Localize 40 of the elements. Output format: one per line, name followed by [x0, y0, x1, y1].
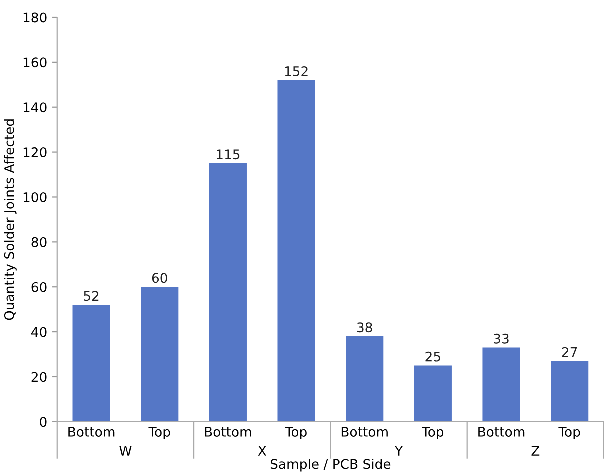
bar	[141, 287, 179, 422]
data-label: 52	[84, 291, 99, 302]
y-tick-label: 100	[24, 192, 47, 202]
data-label: 60	[152, 273, 168, 284]
x-tick-label: Bottom	[205, 427, 252, 437]
y-tick-label: 20	[32, 372, 47, 382]
y-tick-label: 160	[24, 58, 47, 68]
x-axis-title: Sample / PCB Side	[270, 458, 391, 472]
text: W	[120, 446, 132, 456]
y-tick-label: 60	[32, 282, 47, 292]
x-tick-label: Bottom	[68, 427, 115, 437]
data-label: 152	[285, 66, 308, 76]
y-tick-label: 40	[32, 327, 47, 338]
x-tick-label: Top	[148, 427, 170, 440]
x-tick-label: Top	[285, 427, 307, 440]
data-label: 33	[494, 334, 509, 344]
data-label: 38	[357, 322, 372, 333]
text: X	[258, 446, 266, 456]
bar	[482, 348, 520, 422]
y-tick-label: 120	[24, 148, 47, 158]
bar	[72, 305, 110, 422]
data-label: 27	[562, 347, 578, 358]
y-tick-label: 80	[32, 237, 47, 248]
y-tick-label: 0	[40, 417, 47, 428]
data-label: 115	[217, 150, 240, 160]
y-tick-label: 140	[24, 102, 47, 113]
x-tick-label: Bottom	[478, 427, 525, 437]
text: Z	[532, 446, 540, 456]
bar	[278, 80, 316, 422]
bar	[414, 366, 452, 422]
text: Y	[394, 446, 404, 456]
x-tick-label: Bottom	[342, 427, 388, 437]
bar	[551, 361, 589, 422]
x-tick-label: Top	[422, 427, 444, 440]
bar	[209, 164, 247, 422]
y-tick-label: 180	[24, 12, 47, 23]
x-tick-label: Top	[558, 427, 580, 440]
bar	[346, 336, 384, 422]
y-axis-title: Quantity Solder Joints Affected	[4, 120, 17, 320]
data-label: 25	[426, 352, 440, 362]
